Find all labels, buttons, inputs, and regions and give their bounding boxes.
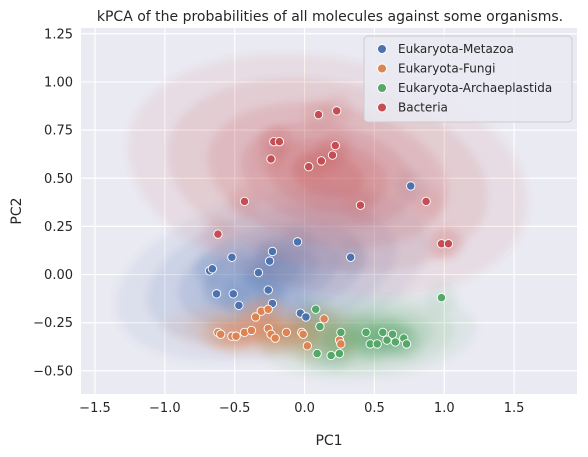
data-point — [334, 348, 345, 359]
data-point — [281, 327, 292, 338]
x-tick-label: −1.0 — [149, 401, 181, 416]
data-point — [312, 348, 322, 359]
data-point — [292, 237, 303, 247]
data-point — [207, 264, 217, 274]
y-tick-label: 1.25 — [44, 27, 73, 42]
legend-label: Eukaryota-Fungi — [398, 62, 495, 76]
legend: Eukaryota-Metazoa Eukaryota-Fungi Eukaryot… — [363, 35, 573, 123]
series-eukaryota-metazoa — [204, 181, 416, 322]
data-point — [315, 321, 325, 332]
data-point — [211, 289, 222, 299]
x-tick-label: −0.5 — [219, 401, 251, 416]
data-point — [228, 289, 238, 299]
legend-box — [363, 35, 573, 123]
x-axis-label: PC1 — [315, 433, 342, 449]
legend-label: Bacteria — [398, 101, 448, 115]
data-point — [313, 110, 324, 120]
y-tick-label: 0.75 — [44, 124, 73, 139]
chart-title: kPCA of the probabilities of all molecul… — [97, 9, 563, 25]
series-bacteria — [213, 106, 454, 249]
data-point — [316, 156, 326, 166]
data-point — [421, 196, 431, 207]
data-point — [227, 252, 237, 262]
data-point — [263, 304, 273, 314]
data-point — [327, 150, 338, 160]
data-point — [302, 341, 312, 351]
data-point — [301, 312, 311, 322]
data-point — [319, 314, 329, 324]
data-point — [443, 239, 454, 249]
y-tick-label: 0.25 — [44, 220, 73, 235]
y-tick-label: −0.50 — [33, 364, 73, 379]
data-point — [234, 300, 244, 311]
data-point — [378, 327, 388, 338]
data-point — [298, 329, 308, 339]
x-tick-label: 0.0 — [294, 401, 315, 416]
data-point — [270, 333, 280, 343]
data-point — [436, 293, 447, 303]
legend-marker — [377, 63, 387, 74]
x-tick-label: 1.5 — [504, 401, 525, 416]
data-point — [216, 329, 226, 339]
data-point — [304, 162, 314, 172]
data-point — [239, 196, 250, 207]
scatter-points — [204, 106, 454, 361]
legend-marker — [377, 44, 387, 54]
x-tick-label: 1.0 — [434, 401, 455, 416]
data-point — [336, 327, 346, 338]
x-tick-label: 0.5 — [364, 401, 385, 416]
legend-label: Eukaryota-Metazoa — [398, 42, 514, 56]
x-axis-ticks: −1.5 −1.0 −0.5 0.0 0.5 1.0 1.5 — [79, 401, 524, 416]
legend-marker — [377, 83, 387, 93]
data-point — [332, 106, 342, 116]
data-point — [311, 304, 321, 314]
data-point — [372, 339, 382, 349]
y-tick-label: 0.00 — [44, 268, 73, 283]
legend-marker — [377, 102, 387, 113]
data-point — [263, 285, 273, 295]
data-point — [355, 200, 366, 210]
data-point — [387, 329, 398, 339]
y-tick-label: 1.00 — [44, 75, 73, 90]
data-point — [246, 325, 257, 336]
data-point — [346, 252, 356, 262]
series-eukaryota-fungi — [213, 304, 346, 351]
data-point — [267, 246, 278, 257]
y-axis-ticks: −0.50 −0.25 0.00 0.25 0.50 0.75 1.00 1.25 — [33, 27, 73, 379]
y-axis-label: PC2 — [9, 197, 25, 224]
y-tick-label: 0.50 — [44, 172, 73, 187]
x-tick-label: −1.5 — [79, 401, 111, 416]
legend-label: Eukaryota-Archaeplastida — [398, 81, 552, 95]
data-point — [250, 312, 261, 322]
data-point — [326, 350, 336, 361]
data-point — [213, 229, 223, 239]
data-point — [390, 337, 401, 347]
data-point — [274, 137, 285, 147]
data-point — [401, 339, 412, 349]
data-point — [336, 339, 346, 349]
data-point — [406, 181, 416, 191]
series-eukaryota-archaeplastida — [311, 293, 447, 361]
data-point — [253, 267, 264, 278]
data-point — [330, 140, 340, 151]
data-point — [231, 331, 241, 341]
data-point — [264, 256, 275, 266]
y-tick-label: −0.25 — [33, 316, 73, 331]
data-point — [266, 154, 276, 164]
data-point — [361, 327, 371, 338]
